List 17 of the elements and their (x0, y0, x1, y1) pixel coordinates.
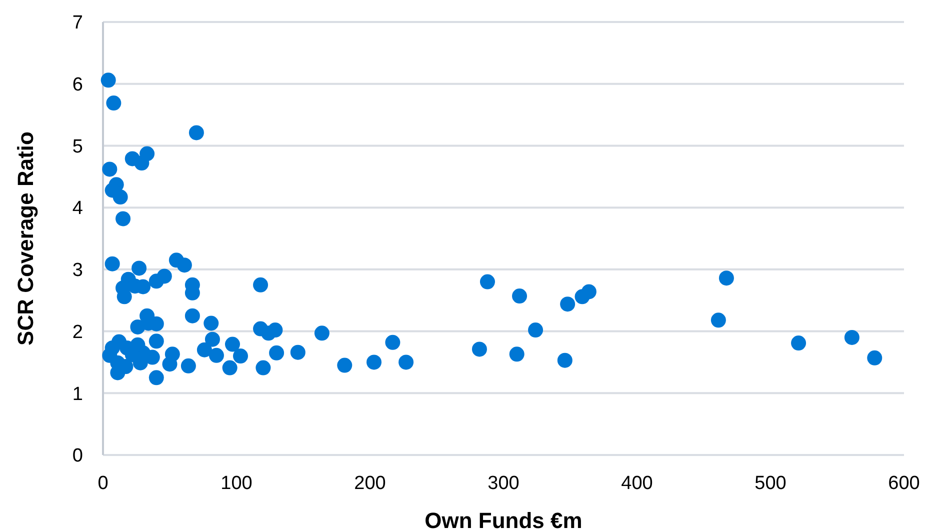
y-tick-label: 4 (72, 198, 84, 220)
y-tick-label: 0 (72, 446, 83, 467)
x-tick-label: 500 (754, 473, 786, 494)
x-tick-label: 300 (488, 473, 520, 494)
y-tick-label: 7 (72, 12, 83, 34)
y-tick-label: 3 (72, 260, 83, 282)
x-tick-label: 400 (621, 473, 653, 494)
y-tick-label: 1 (72, 384, 83, 405)
x-tick-label: 0 (98, 473, 108, 494)
y-axis-title: SCR Coverage Ratio (13, 132, 38, 346)
x-tick-label: 600 (888, 473, 920, 494)
x-tick-label: 100 (220, 473, 252, 494)
x-tick-label: 200 (354, 473, 386, 494)
y-tick-label: 5 (72, 136, 83, 158)
x-axis-title: Own Funds €m (424, 508, 582, 532)
y-tick-label: 6 (72, 74, 83, 96)
y-tick-label: 2 (72, 322, 83, 343)
